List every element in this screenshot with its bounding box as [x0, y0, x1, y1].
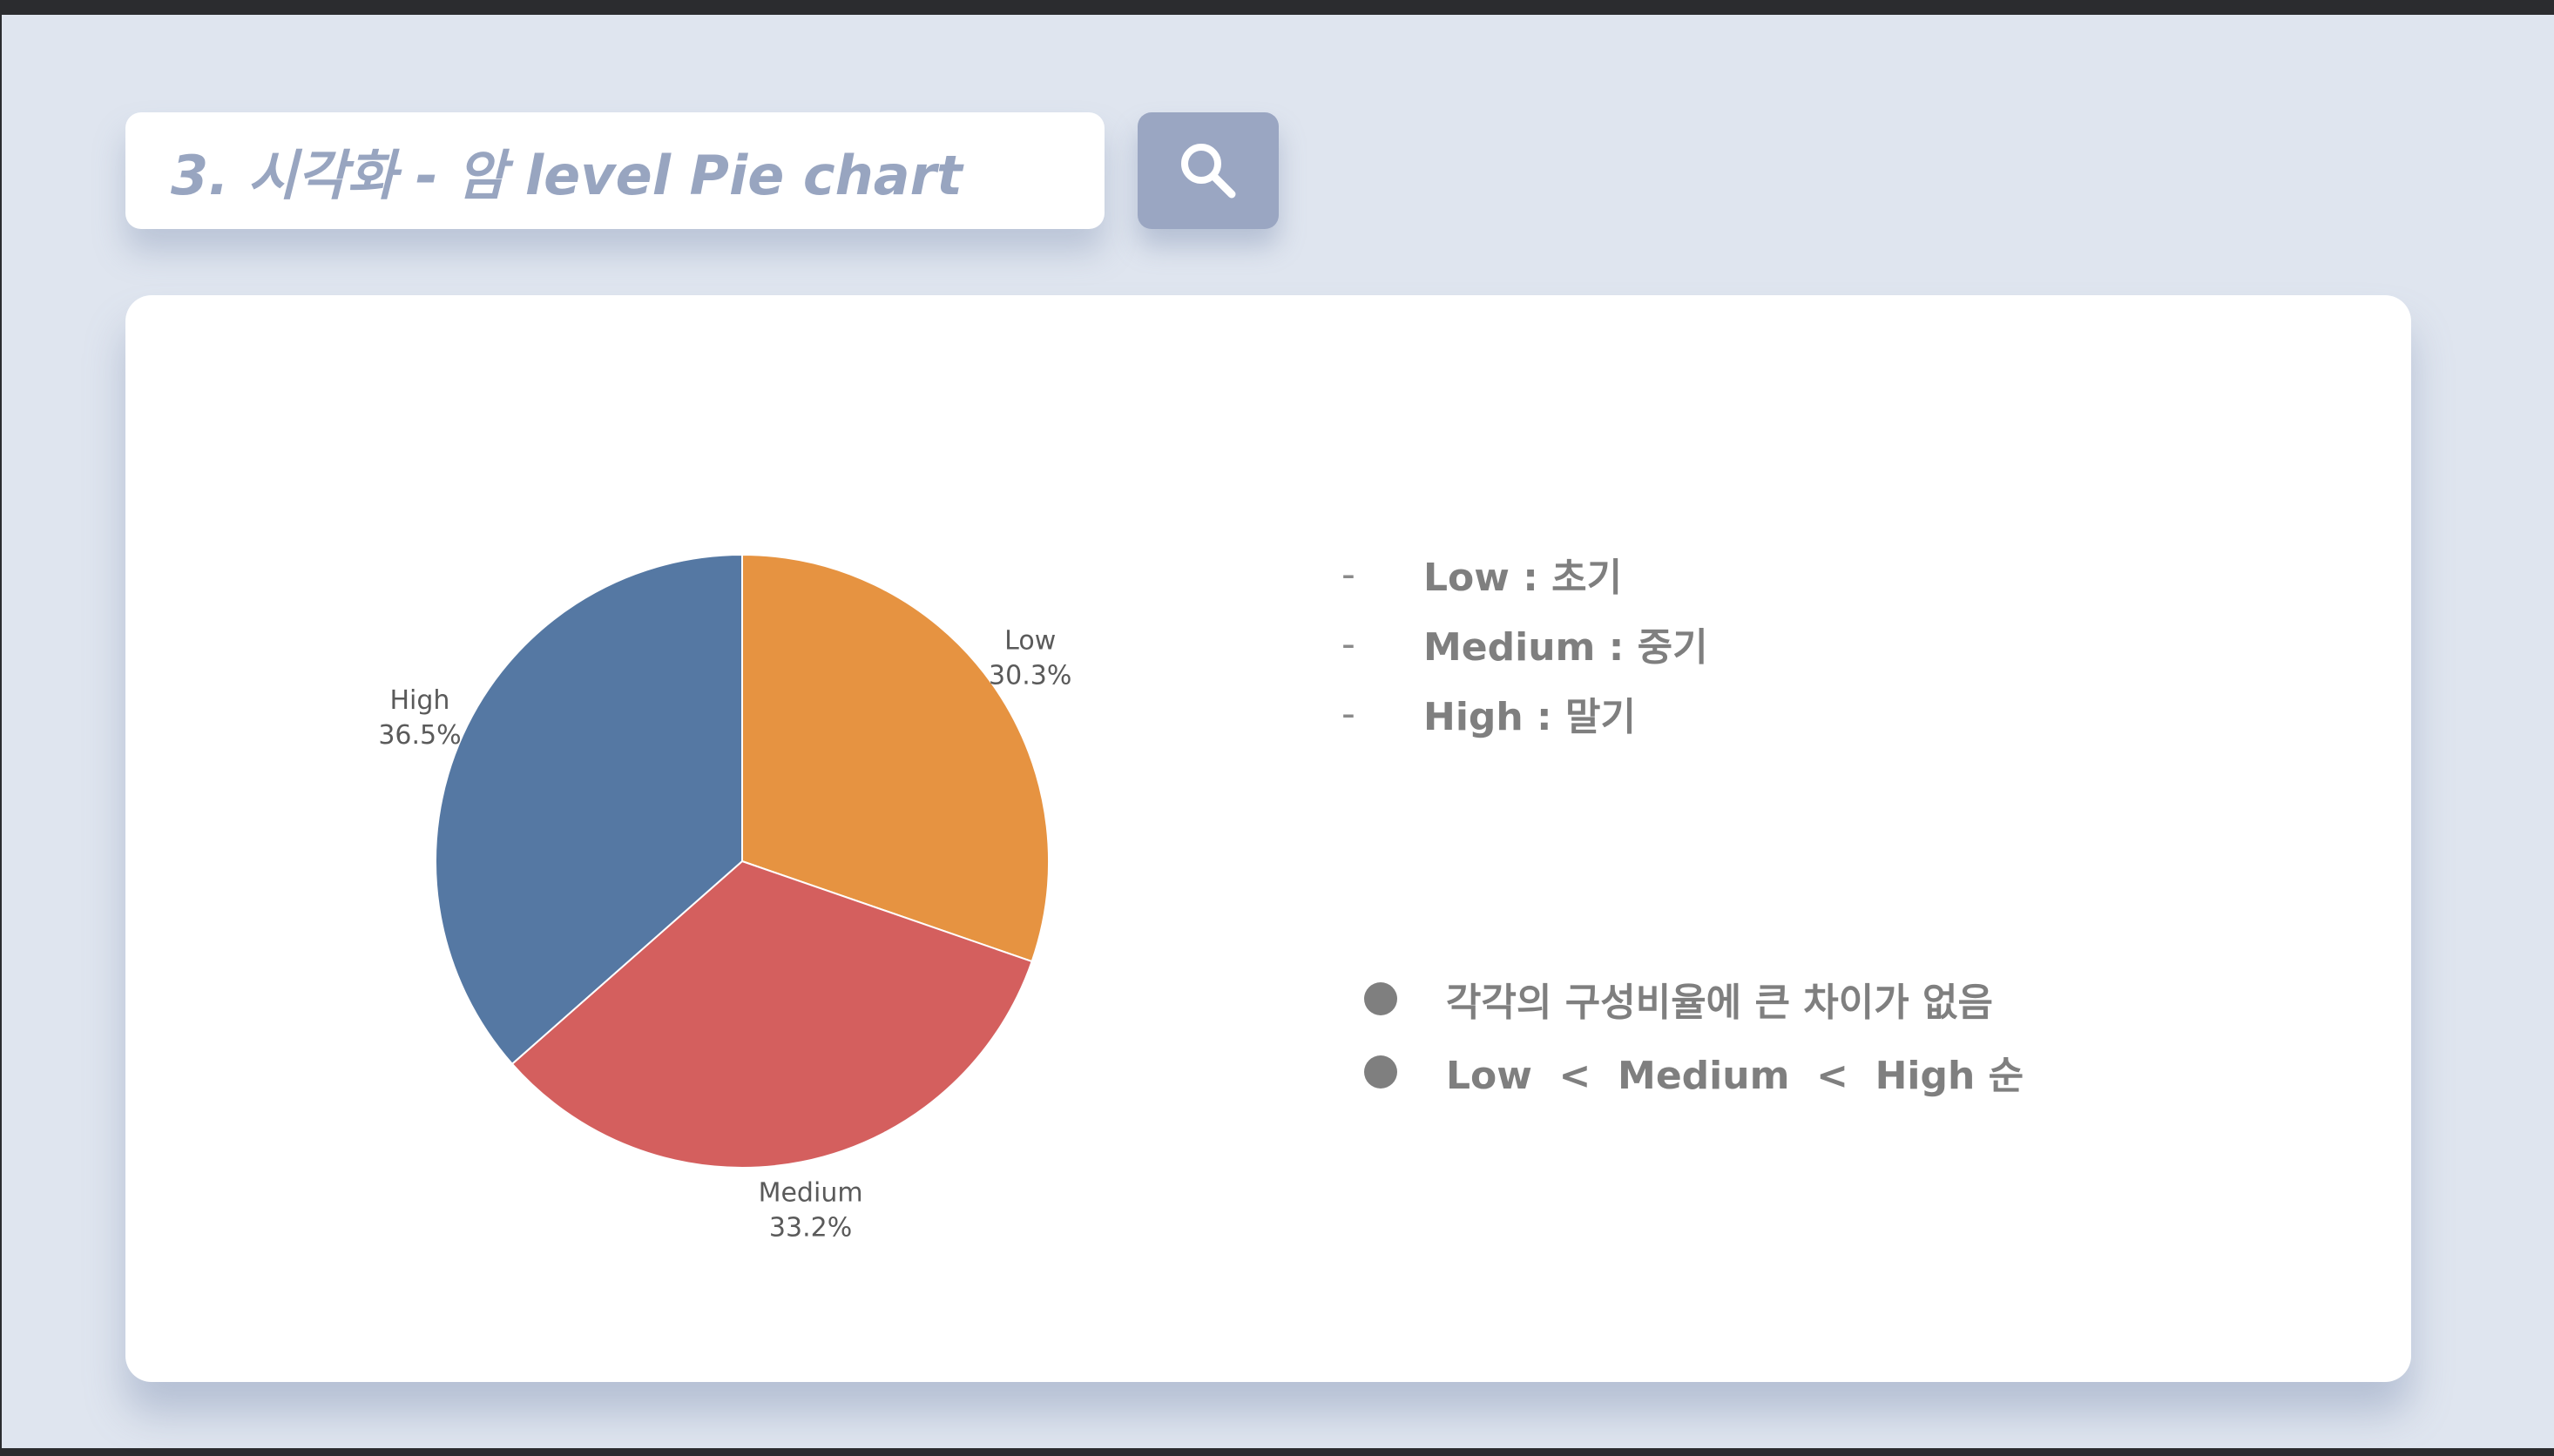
definition-item-low: - Low : 초기: [1341, 539, 1708, 609]
title-search-box[interactable]: 3. 시각화 - 암 level Pie chart: [125, 112, 1105, 229]
pie-label-low: Low 30.3%: [989, 625, 1071, 691]
slide-background: 3. 시각화 - 암 level Pie chart Low 30.3% Mediu…: [2, 15, 2554, 1448]
observation-item: 각각의 구성비율에 큰 차이가 없음: [1364, 962, 2024, 1035]
pie-slice-high: [435, 553, 743, 1066]
search-button[interactable]: [1138, 112, 1279, 229]
definition-text: Low : 초기: [1423, 556, 1623, 600]
definition-bullet: -: [1341, 691, 1355, 736]
definition-item-high: - High : 말기: [1341, 678, 1708, 748]
pie-slices: [435, 553, 1050, 1169]
definition-item-medium: - Medium : 중기: [1341, 609, 1708, 678]
observation-text: Low < Medium < High 순: [1446, 1054, 2024, 1098]
pie-label-high: High 36.5%: [378, 685, 461, 751]
content-card: Low 30.3% Medium 33.2% High 36.5% - Low : 초기 …: [125, 295, 2411, 1382]
level-definitions: - Low : 초기 - Medium : 중기 - High : 말기: [1341, 539, 1708, 748]
bullet-dot-icon: [1364, 1055, 1397, 1089]
page-title: 3. 시각화 - 암 level Pie chart: [171, 144, 963, 207]
bullet-dot-icon: [1364, 982, 1397, 1015]
search-icon: [1181, 144, 1236, 199]
pie-slice-low: [741, 553, 1050, 963]
pie-chart: Low 30.3% Medium 33.2% High 36.5%: [378, 553, 1071, 1243]
pie-labels: Low 30.3% Medium 33.2% High 36.5%: [378, 625, 1071, 1243]
observation-item: Low < Medium < High 순: [1364, 1035, 2024, 1109]
pie-slice-medium: [510, 859, 1033, 1169]
observation-list: 각각의 구성비율에 큰 차이가 없음 Low < Medium < High 순: [1364, 962, 2024, 1109]
definition-text: Medium : 중기: [1423, 625, 1708, 670]
observation-text: 각각의 구성비율에 큰 차이가 없음: [1446, 981, 1993, 1025]
definition-text: High : 말기: [1423, 695, 1636, 739]
definition-bullet: -: [1341, 621, 1355, 666]
pie-label-medium: Medium 33.2%: [759, 1177, 863, 1243]
definition-bullet: -: [1341, 551, 1355, 597]
